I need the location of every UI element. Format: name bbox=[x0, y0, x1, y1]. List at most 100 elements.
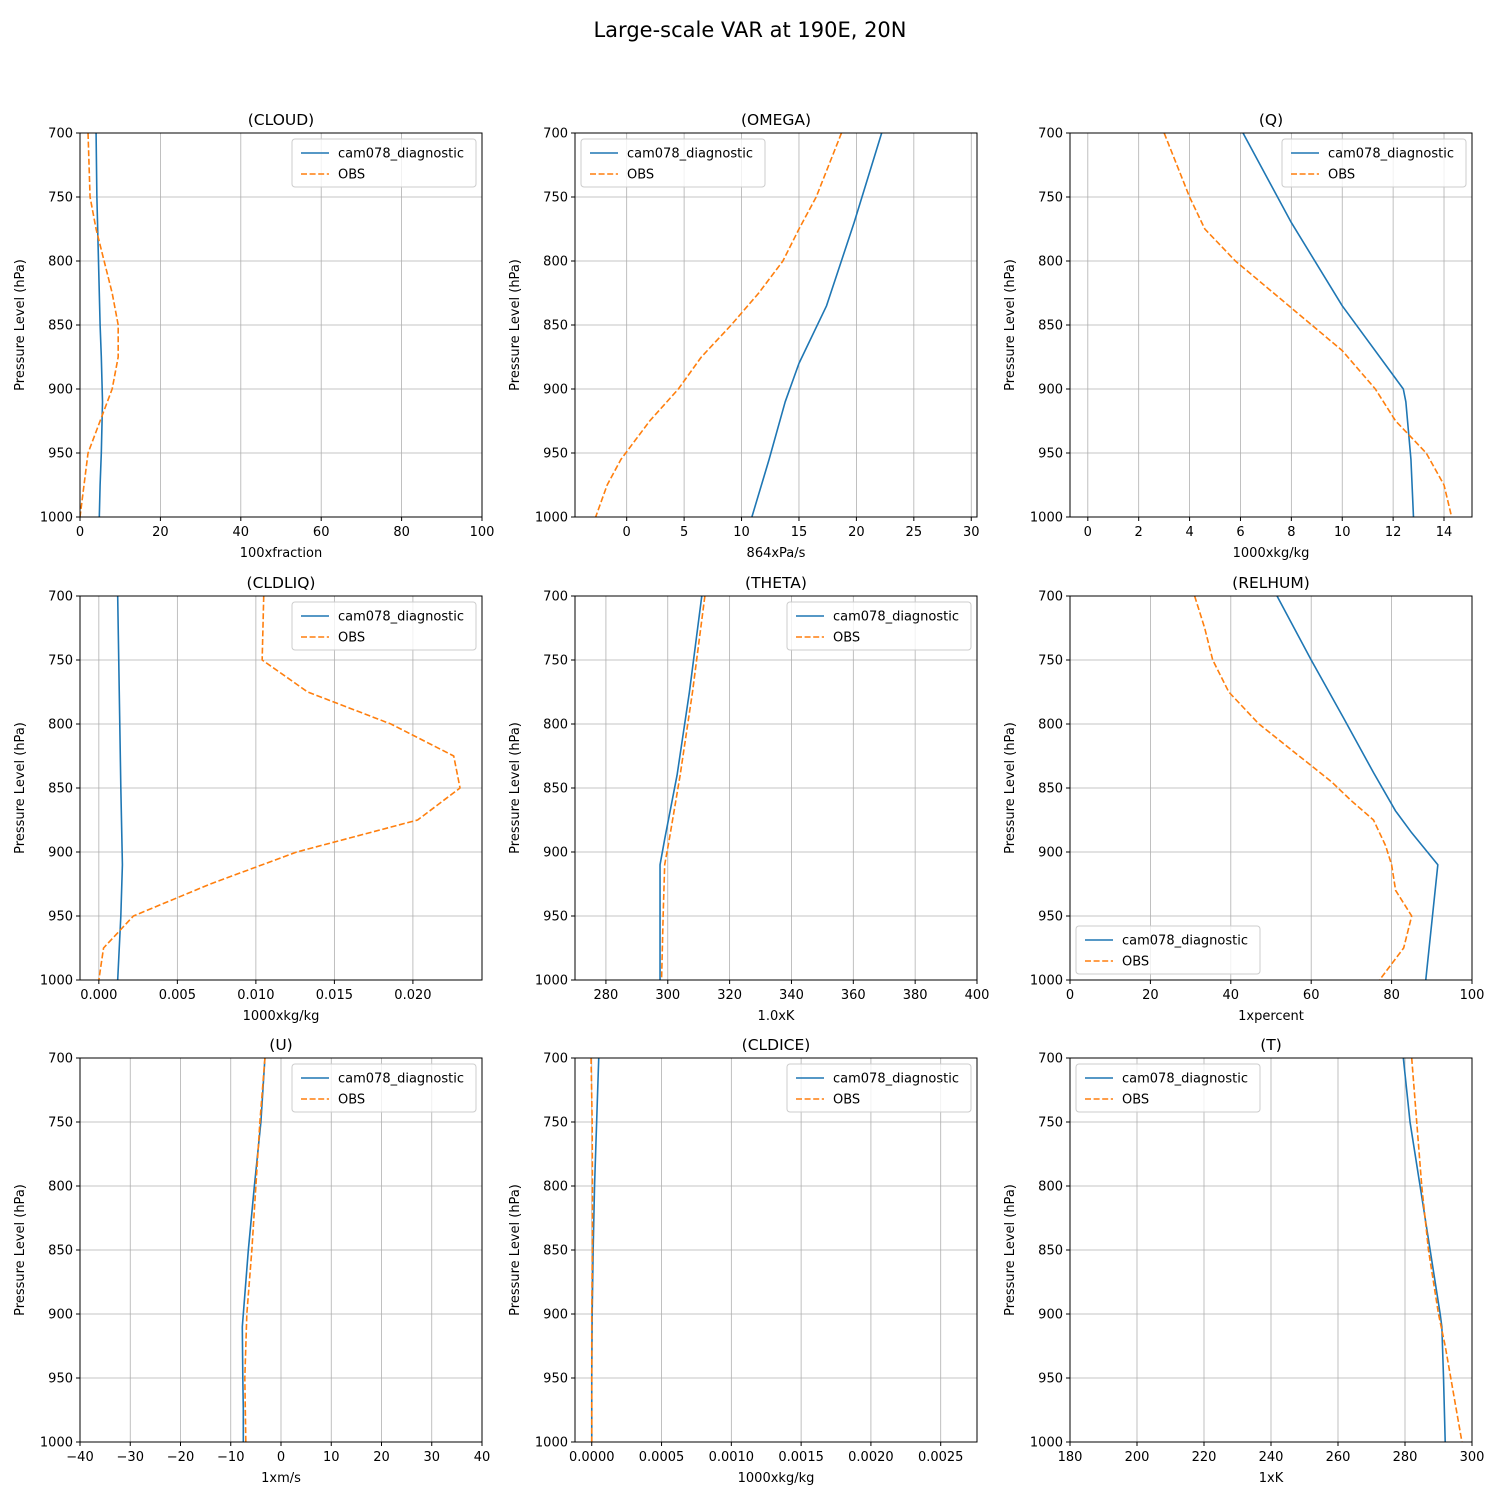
x-axis-label: 1000xkg/kg bbox=[1233, 546, 1310, 561]
y-tick-label: 850 bbox=[1038, 1244, 1063, 1259]
series-group bbox=[1402, 1058, 1463, 1442]
x-tick-label: 0 bbox=[76, 525, 84, 540]
y-tick-label: 700 bbox=[1038, 127, 1063, 142]
y-tick-label: 850 bbox=[48, 782, 73, 797]
x-tick-label: 360 bbox=[841, 988, 866, 1003]
x-axis-label: 864xPa/s bbox=[747, 546, 806, 561]
legend-box bbox=[580, 138, 766, 188]
y-tick-label: 800 bbox=[48, 255, 73, 270]
y-tick-label: 1000 bbox=[535, 1436, 568, 1451]
x-tick-label: 0.0015 bbox=[778, 1450, 824, 1465]
series-line-obs bbox=[1163, 133, 1453, 517]
x-tick-label: 0.0025 bbox=[918, 1450, 964, 1465]
x-tick-label: 14 bbox=[1436, 525, 1453, 540]
x-tick-label: 0 bbox=[277, 1450, 285, 1465]
x-tick-label: 0.010 bbox=[237, 988, 274, 1003]
y-tick-label: 950 bbox=[543, 1372, 568, 1387]
x-tick-label: 0.005 bbox=[159, 988, 196, 1003]
x-tick-label: 100 bbox=[470, 525, 495, 540]
y-tick-label: 950 bbox=[48, 447, 73, 462]
x-tick-label: 0.000 bbox=[80, 988, 117, 1003]
y-tick-label: 750 bbox=[543, 654, 568, 669]
panel-u: −40 −30 −20 −10 0 10 20 30 40 700 750 800 850 900 950 1… bbox=[13, 1036, 490, 1486]
legend-label: cam078_diagnostic bbox=[338, 610, 464, 625]
legend-label: cam078_diagnostic bbox=[338, 147, 464, 162]
y-tick-label: 750 bbox=[543, 1116, 568, 1131]
legend-box bbox=[291, 138, 477, 188]
panel-title: (THETA) bbox=[745, 574, 807, 592]
x-tick-label: 320 bbox=[717, 988, 742, 1003]
y-tick-label: 850 bbox=[48, 1244, 73, 1259]
x-tick-label: −10 bbox=[217, 1450, 244, 1465]
y-tick-label: 700 bbox=[1038, 1052, 1063, 1067]
panel-title: (CLDICE) bbox=[742, 1036, 811, 1054]
x-tick-label: 280 bbox=[594, 988, 619, 1003]
legend-box bbox=[1075, 925, 1261, 975]
y-tick-label: 800 bbox=[48, 718, 73, 733]
y-tick-label: 950 bbox=[1038, 910, 1063, 925]
x-tick-label: 300 bbox=[1460, 1450, 1485, 1465]
y-tick-label: 700 bbox=[1038, 590, 1063, 605]
x-tick-label: 0.0000 bbox=[569, 1450, 615, 1465]
y-tick-label: 800 bbox=[48, 1180, 73, 1195]
x-tick-label: 5 bbox=[680, 525, 688, 540]
panel-title: (CLOUD) bbox=[248, 111, 314, 129]
x-tick-label: 80 bbox=[1383, 988, 1400, 1003]
y-tick-label: 800 bbox=[1038, 1180, 1063, 1195]
legend-label: OBS bbox=[1122, 955, 1149, 970]
legend-label: cam078_diagnostic bbox=[833, 1072, 959, 1087]
y-tick-label: 700 bbox=[543, 590, 568, 605]
x-tick-label: 80 bbox=[393, 525, 410, 540]
legend: cam078_diagnostic OBS bbox=[291, 1063, 477, 1113]
series-line-obs bbox=[594, 133, 843, 517]
legend: cam078_diagnostic OBS bbox=[786, 601, 972, 651]
y-axis-label: Pressure Level (hPa) bbox=[13, 1184, 28, 1316]
y-tick-label: 850 bbox=[543, 1244, 568, 1259]
x-tick-label: 180 bbox=[1058, 1450, 1083, 1465]
x-tick-label: 220 bbox=[1192, 1450, 1217, 1465]
x-axis-label: 1xm/s bbox=[261, 1471, 301, 1486]
legend-box bbox=[786, 601, 972, 651]
x-tick-label: 15 bbox=[791, 525, 808, 540]
y-tick-label: 1000 bbox=[1030, 1436, 1063, 1451]
panel-theta: 280 300 320 340 360 380 400 700 750 800 850 900 950 1… bbox=[508, 574, 989, 1024]
x-axis-label: 100xfraction bbox=[240, 546, 322, 561]
y-tick-label: 1000 bbox=[1030, 511, 1063, 526]
y-tick-label: 800 bbox=[1038, 255, 1063, 270]
panel-t: 180 200 220 240 260 280 300 700 750 800 850 900 950 1… bbox=[1003, 1036, 1484, 1486]
x-tick-label: 10 bbox=[1334, 525, 1351, 540]
legend: cam078_diagnostic OBS bbox=[291, 601, 477, 651]
x-tick-label: 60 bbox=[313, 525, 330, 540]
series-group bbox=[80, 133, 119, 517]
legend-label: cam078_diagnostic bbox=[1328, 147, 1454, 162]
series-line-model bbox=[241, 1058, 266, 1442]
legend-box bbox=[291, 601, 477, 651]
y-tick-label: 700 bbox=[48, 590, 73, 605]
x-tick-label: 6 bbox=[1236, 525, 1244, 540]
series-group bbox=[98, 596, 461, 980]
x-tick-label: 25 bbox=[906, 525, 923, 540]
series-group bbox=[1163, 133, 1453, 517]
series-line-model bbox=[1242, 133, 1415, 517]
legend-label: cam078_diagnostic bbox=[1122, 934, 1248, 949]
legend-label: OBS bbox=[338, 168, 365, 183]
panel-cldliq: 0.000 0.005 0.010 0.015 0.020 700 750 800 850 900… bbox=[13, 574, 483, 1024]
legend-label: cam078_diagnostic bbox=[627, 147, 753, 162]
y-tick-label: 750 bbox=[543, 191, 568, 206]
x-tick-label: 0.020 bbox=[394, 988, 431, 1003]
y-tick-label: 1000 bbox=[535, 511, 568, 526]
series-line-model bbox=[751, 133, 883, 517]
series-line-model bbox=[95, 133, 104, 517]
y-axis-label: Pressure Level (hPa) bbox=[508, 722, 523, 854]
y-tick-label: 750 bbox=[48, 1116, 73, 1131]
x-tick-label: 200 bbox=[1125, 1450, 1150, 1465]
series-line-obs bbox=[590, 1058, 594, 1442]
y-axis-label: Pressure Level (hPa) bbox=[508, 259, 523, 391]
x-tick-label: 30 bbox=[423, 1450, 440, 1465]
x-tick-label: −40 bbox=[66, 1450, 93, 1465]
x-tick-label: 10 bbox=[323, 1450, 340, 1465]
y-tick-label: 900 bbox=[1038, 1308, 1063, 1323]
y-tick-label: 700 bbox=[48, 1052, 73, 1067]
series-line-model bbox=[659, 596, 703, 980]
panel-title: (Q) bbox=[1259, 111, 1283, 129]
